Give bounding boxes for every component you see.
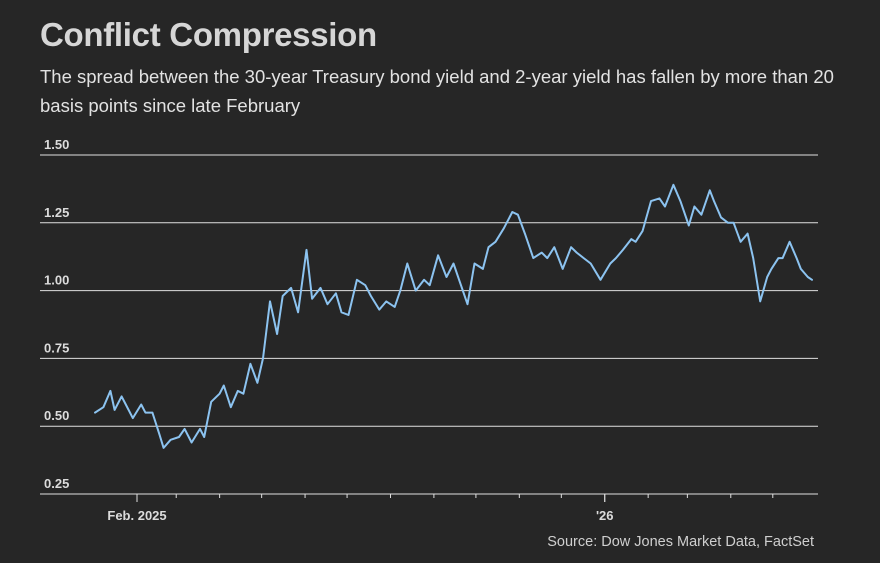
grid-lines <box>40 154 818 427</box>
y-tick-label: 0.75 <box>44 340 69 355</box>
x-tick-label: '26 <box>596 508 614 523</box>
chart-subtitle: The spread between the 30-year Treasury … <box>40 66 834 116</box>
y-tick-label: 0.50 <box>44 408 69 423</box>
source-note: Source: Dow Jones Market Data, FactSet <box>547 534 814 550</box>
series-layer <box>94 183 813 449</box>
y-tick-label: 1.50 <box>44 137 69 152</box>
x-axis: Feb. 2025 '26 <box>40 493 818 523</box>
y-tick-label: 1.25 <box>44 205 69 220</box>
chart-title: Conflict Compression <box>40 16 377 53</box>
y-tick-label: 1.00 <box>44 273 69 288</box>
series-line <box>94 183 813 449</box>
x-tick-label: Feb. 2025 <box>107 508 166 523</box>
y-axis-labels: 1.50 1.25 1.00 0.75 0.50 0.25 <box>44 137 69 491</box>
y-tick-label: 0.25 <box>44 476 69 491</box>
